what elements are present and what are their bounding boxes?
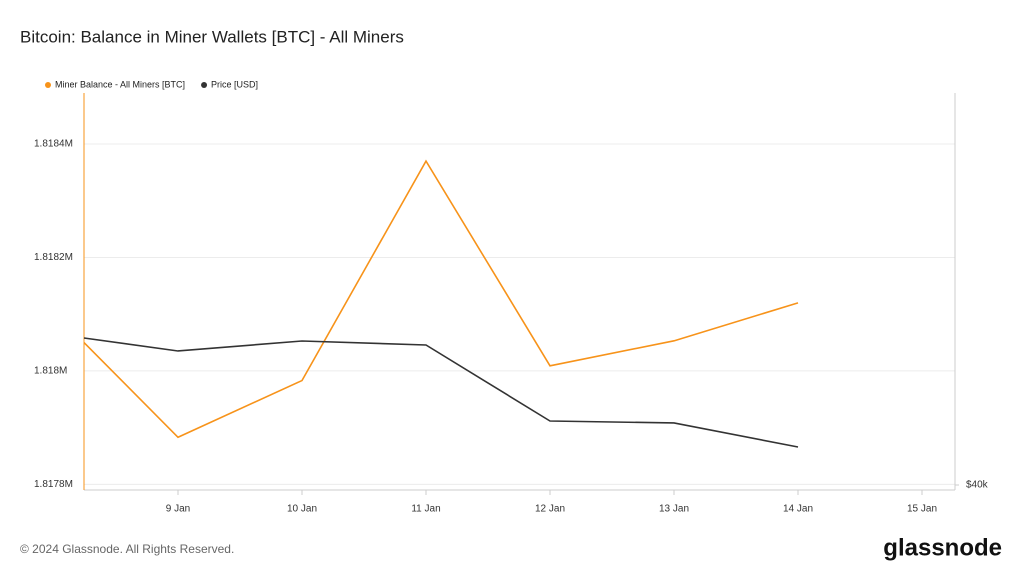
y-tick-label: 1.818M — [34, 366, 67, 377]
legend-label: Price [USD] — [211, 79, 258, 89]
chart-title: Bitcoin: Balance in Miner Wallets [BTC] … — [20, 27, 404, 46]
logo: glassnode — [883, 534, 1002, 561]
legend-marker — [201, 82, 208, 88]
x-tick-label: 9 Jan — [166, 504, 190, 515]
x-tick-label: 10 Jan — [287, 504, 317, 515]
y-tick-label: 1.8178M — [34, 479, 73, 490]
footer: © 2024 Glassnode. All Rights Reserved. — [20, 542, 234, 556]
legend-label: Miner Balance - All Miners [BTC] — [55, 79, 185, 89]
series-line — [83, 337, 799, 448]
x-tick-label: 15 Jan — [907, 504, 937, 515]
x-tick-label: 14 Jan — [783, 504, 813, 515]
x-tick-label: 12 Jan — [535, 504, 565, 515]
series-line — [83, 159, 799, 439]
x-tick-label: 11 Jan — [411, 504, 440, 515]
y2-tick-label: $40k — [966, 480, 989, 491]
y-tick-label: 1.8184M — [34, 139, 73, 150]
y-tick-label: 1.8182M — [34, 252, 73, 263]
x-tick-label: 13 Jan — [659, 504, 689, 515]
legend-marker — [45, 82, 51, 88]
